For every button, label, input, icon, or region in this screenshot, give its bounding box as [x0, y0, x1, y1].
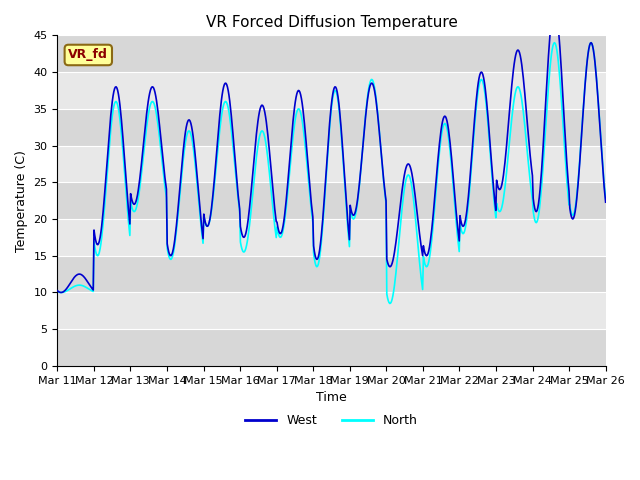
- Bar: [58, 182, 605, 219]
- North: [205, 222, 212, 228]
- West: [550, 3, 558, 9]
- North: [602, 196, 609, 202]
- North: [399, 198, 406, 204]
- Line: West: West: [58, 6, 605, 292]
- Bar: [58, 109, 605, 145]
- Legend: West, North: West, North: [240, 409, 423, 432]
- Title: VR Forced Diffusion Temperature: VR Forced Diffusion Temperature: [205, 15, 458, 30]
- North: [386, 300, 394, 306]
- West: [399, 182, 406, 188]
- Bar: [58, 329, 605, 366]
- West: [205, 220, 213, 226]
- West: [415, 225, 422, 230]
- West: [54, 288, 61, 294]
- West: [602, 199, 609, 205]
- X-axis label: Time: Time: [316, 391, 347, 404]
- West: [64, 284, 72, 289]
- Line: North: North: [58, 43, 605, 303]
- North: [54, 289, 61, 295]
- West: [58, 289, 65, 295]
- North: [120, 159, 127, 165]
- Y-axis label: Temperature (C): Temperature (C): [15, 150, 28, 252]
- North: [550, 40, 558, 46]
- North: [175, 197, 183, 203]
- Bar: [58, 36, 605, 72]
- West: [177, 181, 184, 187]
- West: [121, 156, 129, 162]
- North: [415, 252, 422, 258]
- Text: VR_fd: VR_fd: [68, 48, 108, 61]
- Bar: [58, 256, 605, 292]
- North: [63, 288, 71, 293]
